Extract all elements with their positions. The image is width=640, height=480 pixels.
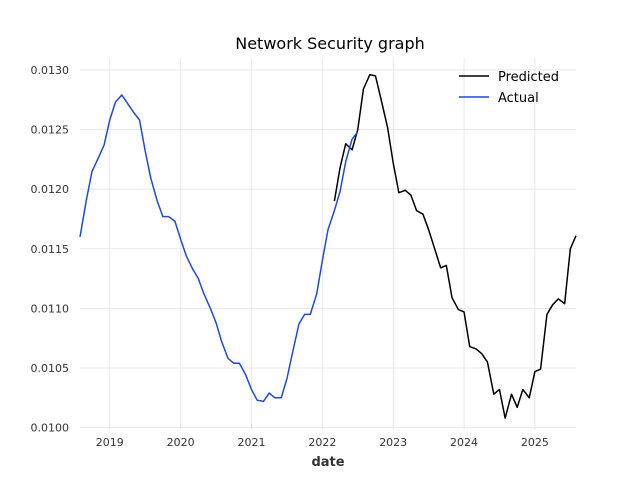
- y-tick-label: 0.0100: [31, 422, 70, 435]
- legend: Predicted Actual: [459, 70, 559, 106]
- x-tick-label: 2025: [521, 436, 549, 449]
- series-layer: [79, 73, 577, 419]
- y-tick-label: 0.0115: [31, 243, 70, 256]
- x-tick-label: 2022: [308, 436, 336, 449]
- grid-layer: [80, 58, 576, 430]
- y-tick-label: 0.0120: [31, 183, 70, 196]
- legend-label-actual: Actual: [498, 91, 539, 106]
- series-line-predicted: [333, 73, 577, 419]
- legend-label-predicted: Predicted: [498, 70, 559, 85]
- x-tick-label: 2021: [237, 436, 265, 449]
- x-axis-label: date: [311, 455, 344, 470]
- y-tick-label: 0.0130: [31, 64, 70, 77]
- y-tick-label: 0.0105: [31, 362, 70, 375]
- ticks-layer: 2019 2020 2021 2022 2023 2024 2025 0.0100 0.0105…: [31, 64, 549, 449]
- series-line-actual: [79, 94, 359, 403]
- chart-title: Network Security graph: [235, 34, 425, 53]
- y-tick-label: 0.0125: [31, 124, 70, 137]
- x-tick-label: 2019: [96, 436, 124, 449]
- x-tick-label: 2020: [167, 436, 195, 449]
- y-tick-label: 0.0110: [31, 302, 70, 315]
- x-tick-label: 2023: [379, 436, 407, 449]
- x-tick-label: 2024: [450, 436, 478, 449]
